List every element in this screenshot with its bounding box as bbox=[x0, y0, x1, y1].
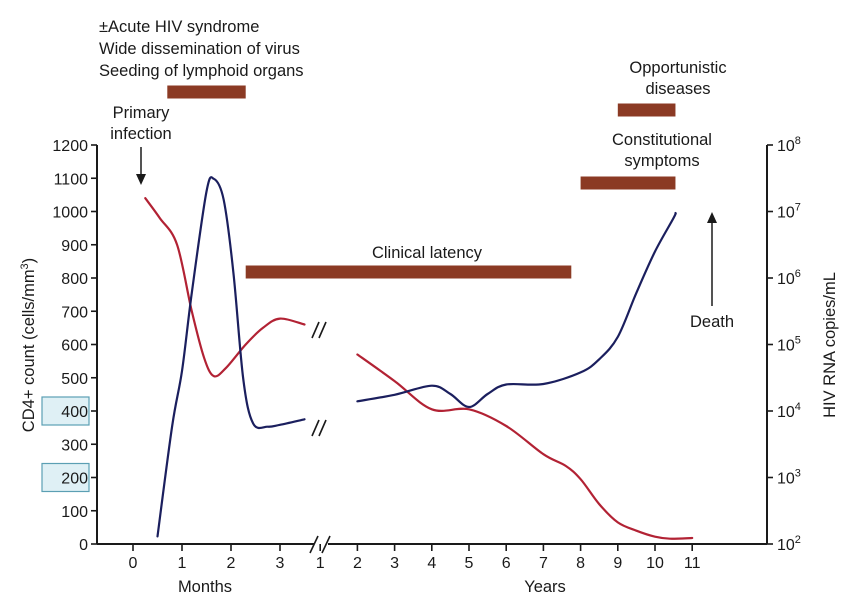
y-right-tick-label-5: 105 bbox=[777, 335, 801, 355]
curve-break-stroke-a bbox=[311, 419, 320, 437]
y-left-tick-label-1200: 1200 bbox=[52, 138, 88, 155]
y-right-tick-exponent: 5 bbox=[795, 335, 801, 347]
clinical-latency-label: Clinical latency bbox=[372, 244, 483, 262]
y-right-tick-label-4: 104 bbox=[777, 401, 801, 421]
x-year-tick-label-8: 8 bbox=[576, 555, 585, 572]
period-bar-latency bbox=[245, 265, 572, 279]
y-left-tick-highlight-200 bbox=[41, 462, 90, 493]
y-right-tick-label-7: 107 bbox=[777, 202, 801, 222]
x-month-tick-label-1: 1 bbox=[178, 555, 187, 572]
y-right-tick-label-2: 102 bbox=[777, 534, 801, 554]
y-right-tick-base: 10 bbox=[777, 338, 795, 355]
death-label: Death bbox=[690, 313, 734, 331]
y-right-tick-exponent: 7 bbox=[795, 202, 801, 214]
y-left-tick-label-800: 800 bbox=[61, 271, 88, 288]
y-left-tick-label-400: 400 bbox=[61, 404, 88, 421]
y-right-tick-exponent: 6 bbox=[795, 268, 801, 280]
y-left-tick-label-0: 0 bbox=[79, 537, 88, 554]
y-right-tick-base: 10 bbox=[777, 271, 795, 288]
y-right-tick-base: 10 bbox=[777, 404, 795, 421]
y-axis-left-label-main: CD4+ count (cells/mm bbox=[20, 269, 38, 432]
primary-infection-line-1: Primary bbox=[113, 104, 171, 122]
y-left-tick-label-900: 900 bbox=[61, 238, 88, 255]
y-left-tick-highlight-400 bbox=[41, 396, 90, 426]
y-left-tick-label-100: 100 bbox=[61, 504, 88, 521]
opportunistic-diseases-line-2: diseases bbox=[645, 80, 710, 98]
y-right-tick-label-6: 106 bbox=[777, 268, 801, 288]
x-year-tick-label-9: 9 bbox=[613, 555, 622, 572]
y-left-tick-label-600: 600 bbox=[61, 338, 88, 355]
x-month-tick-label-3: 3 bbox=[276, 555, 285, 572]
acute-annotation-line-1: ±Acute HIV syndrome bbox=[99, 18, 259, 36]
y-right-tick-label-3: 103 bbox=[777, 468, 801, 488]
x-year-tick-label-5: 5 bbox=[465, 555, 474, 572]
series-line-cd4-years bbox=[356, 353, 694, 540]
y-right-tick-exponent: 2 bbox=[795, 534, 801, 546]
x-year-tick-label-10: 10 bbox=[646, 555, 664, 572]
y-left-tick-label-700: 700 bbox=[61, 304, 88, 321]
constitutional-symptoms-line-1: Constitutional bbox=[612, 131, 712, 149]
x-month-tick-label-0: 0 bbox=[129, 555, 138, 572]
y-axis-left-label-end: ) bbox=[20, 258, 38, 264]
y-right-tick-base: 10 bbox=[777, 537, 795, 554]
bars-group bbox=[167, 85, 676, 279]
series-group bbox=[144, 176, 694, 540]
y-right-tick-exponent: 8 bbox=[795, 135, 801, 147]
y-left-tick-label-500: 500 bbox=[61, 371, 88, 388]
x-year-tick-label-3: 3 bbox=[390, 555, 399, 572]
x-year-tick-label-1: 1 bbox=[316, 555, 325, 572]
axes-group: 0100200300400500600700800900100011001200… bbox=[41, 135, 801, 572]
period-bar-acute bbox=[167, 85, 246, 99]
x-year-tick-label-6: 6 bbox=[502, 555, 511, 572]
x-axis-months-label: Months bbox=[178, 578, 232, 596]
y-axis-right-label: HIV RNA copies/mL bbox=[821, 272, 839, 418]
death-arrow bbox=[707, 212, 717, 306]
y-right-tick-base: 10 bbox=[777, 471, 795, 488]
curve-break-stroke-b bbox=[318, 419, 327, 437]
series-line-rna-months bbox=[156, 176, 306, 538]
acute-annotation-line-3: Seeding of lymphoid organs bbox=[99, 62, 304, 80]
y-right-tick-base: 10 bbox=[777, 138, 795, 155]
y-left-tick-label-1000: 1000 bbox=[52, 205, 88, 222]
curve-break-mark-1 bbox=[311, 321, 327, 339]
x-year-tick-label-11: 11 bbox=[684, 555, 701, 572]
x-axis-years-label: Years bbox=[524, 578, 566, 596]
series-line-cd4-months bbox=[144, 197, 306, 378]
x-axis-break-stroke-a bbox=[309, 535, 319, 554]
y-right-tick-exponent: 4 bbox=[795, 401, 801, 413]
y-right-tick-label-8: 108 bbox=[777, 135, 801, 155]
period-bar-constitutional bbox=[580, 176, 676, 190]
curve-break-stroke-a bbox=[311, 321, 320, 339]
y-left-tick-label-300: 300 bbox=[61, 437, 88, 454]
x-month-tick-label-2: 2 bbox=[227, 555, 236, 572]
primary-infection-line-2: infection bbox=[110, 125, 171, 143]
curve-break-stroke-b bbox=[318, 321, 327, 339]
x-year-tick-label-7: 7 bbox=[539, 555, 548, 572]
acute-annotation-line-2: Wide dissemination of virus bbox=[99, 40, 300, 58]
x-year-tick-label-2: 2 bbox=[353, 555, 362, 572]
constitutional-symptoms-line-2: symptoms bbox=[624, 152, 699, 170]
x-year-tick-label-4: 4 bbox=[427, 555, 436, 572]
y-right-tick-exponent: 3 bbox=[795, 468, 801, 480]
period-bar-opportunistic bbox=[617, 103, 676, 117]
y-left-tick-label-1100: 1100 bbox=[54, 171, 89, 188]
primary-infection-arrow bbox=[136, 147, 146, 185]
curve-break-mark-2 bbox=[311, 419, 327, 437]
x-axis-break-stroke-b bbox=[321, 535, 331, 554]
y-axis-left-label: CD4+ count (cells/mm3) bbox=[19, 258, 38, 432]
series-line-rna-years bbox=[356, 211, 677, 409]
y-left-tick-label-200: 200 bbox=[61, 471, 88, 488]
y-right-tick-base: 10 bbox=[777, 205, 795, 222]
opportunistic-diseases-line-1: Opportunistic bbox=[629, 59, 726, 77]
y-axis-left-label-sup: 3 bbox=[19, 263, 31, 269]
